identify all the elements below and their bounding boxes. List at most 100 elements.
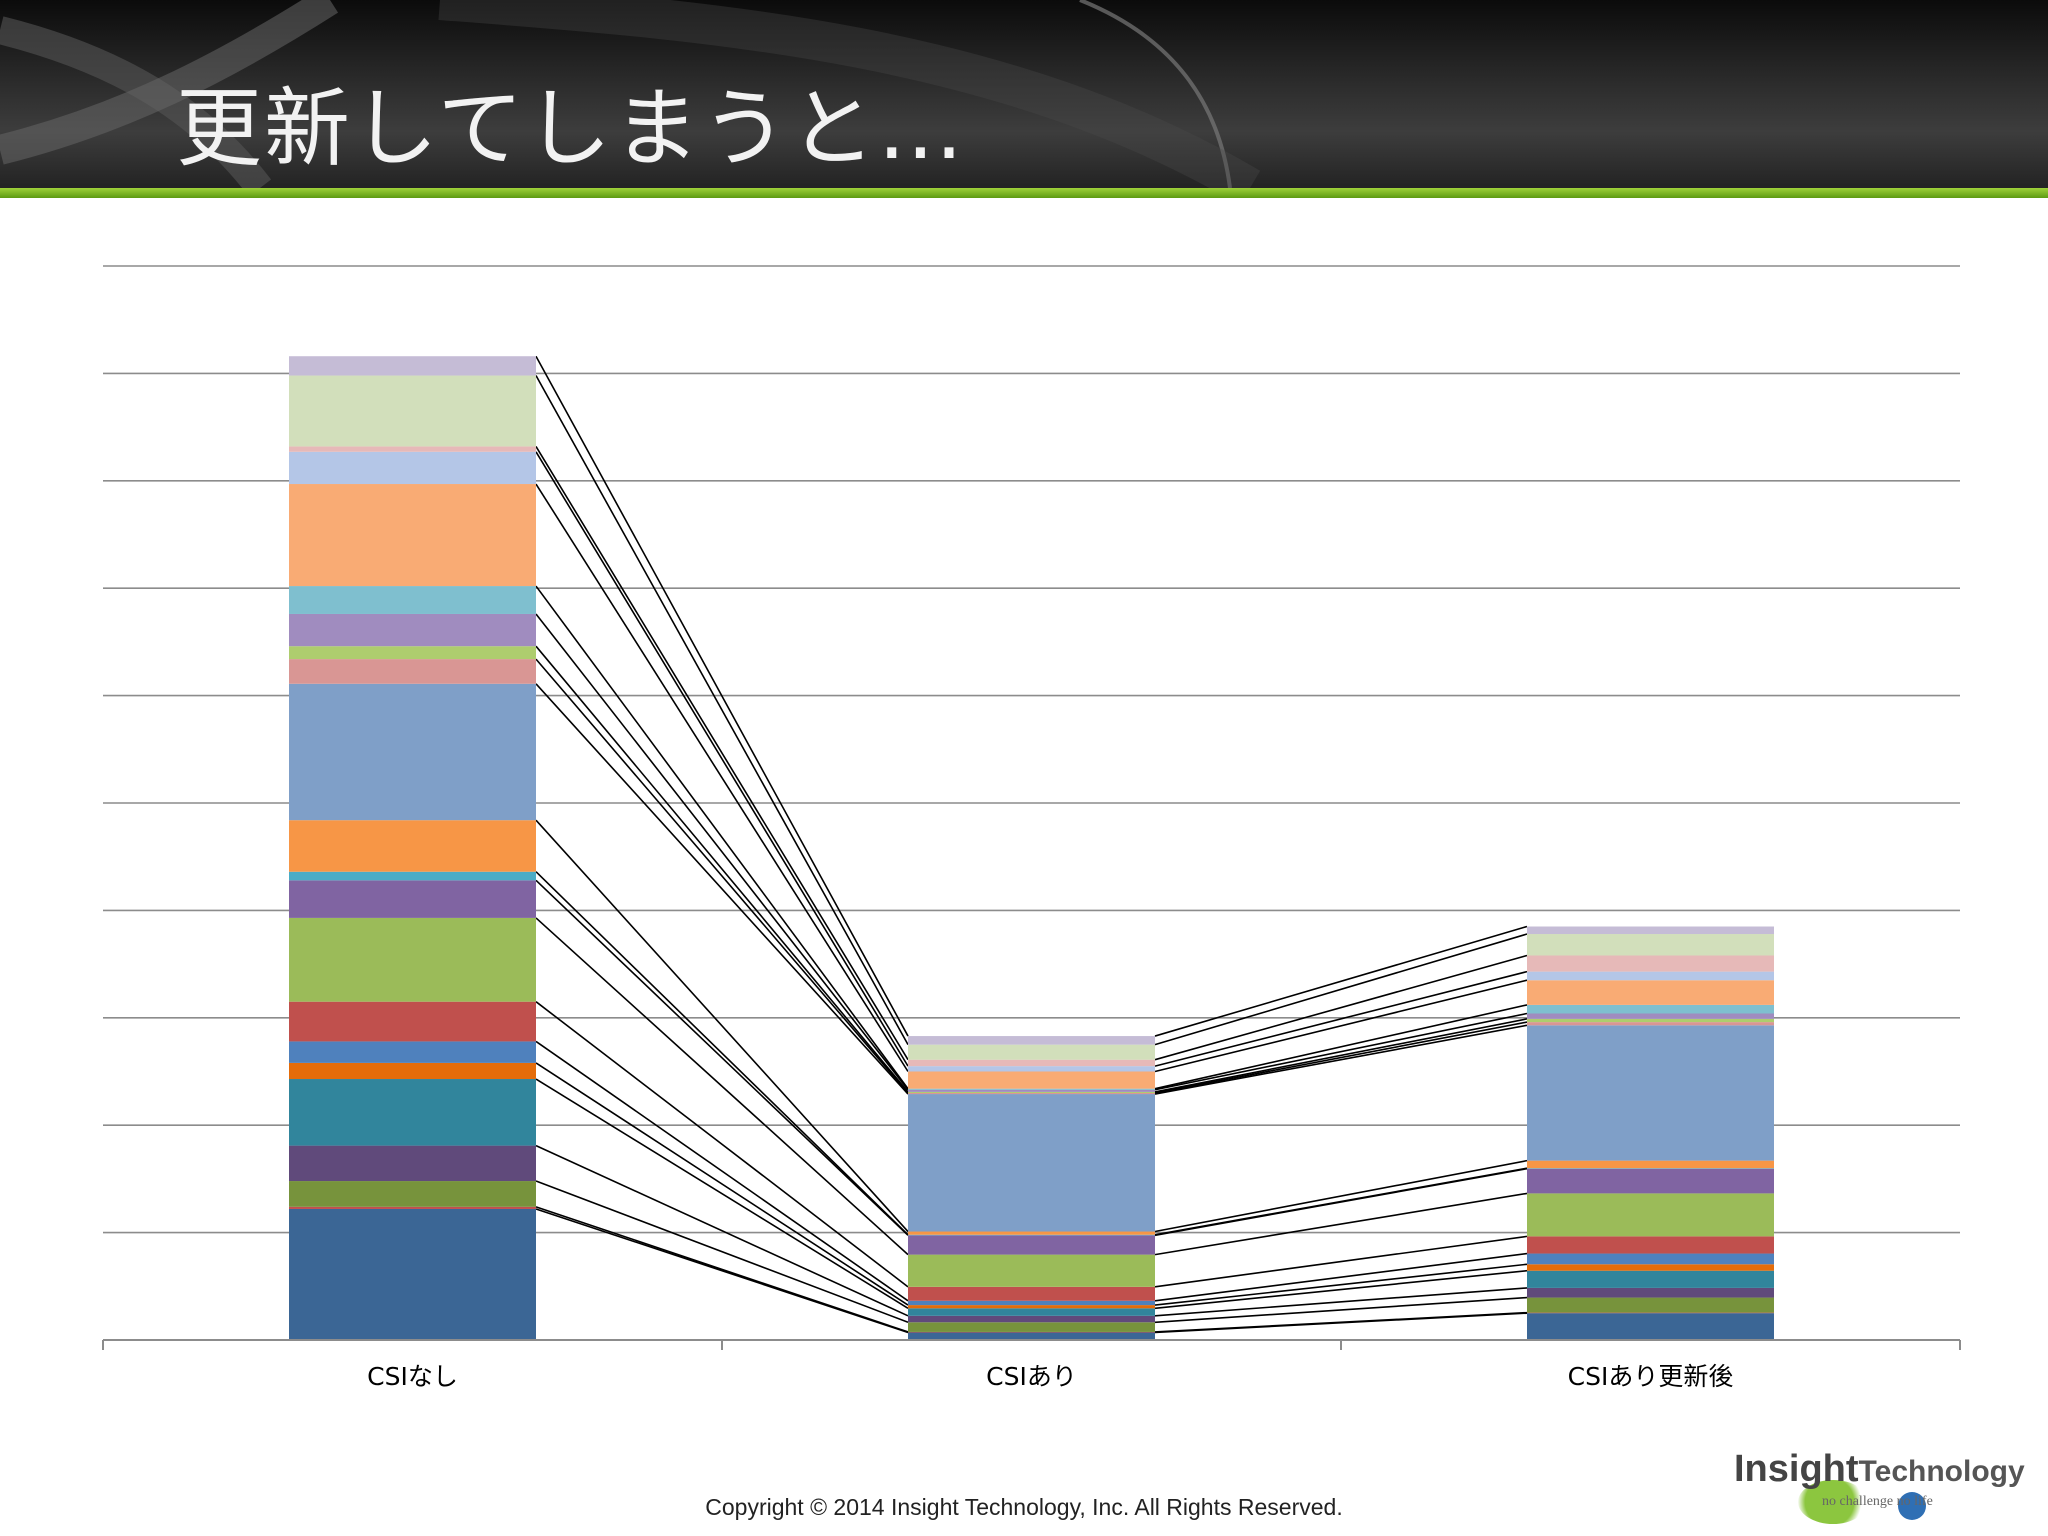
bar-segment-2-1 [1527,1312,1774,1314]
bar-segment-0-2 [289,1181,536,1207]
bar-segment-2-16 [1527,1004,1774,1014]
bar-segment-1-13 [908,1092,1155,1095]
company-logo: InsightTechnology no challenge no life [1728,1440,2028,1524]
bar-segment-0-16 [289,586,536,614]
series-line-15-1 [1154,1012,1528,1091]
series-line-19-1 [1154,954,1528,1061]
bar-segment-0-17 [289,484,536,587]
series-line-13-1 [1154,1021,1528,1094]
series-line-6-0 [535,1040,909,1302]
slide-title: 更新してしまうと… [176,79,966,179]
bar-segment-2-14 [1527,1018,1774,1023]
bar-segment-2-21 [1527,926,1774,935]
logo-main-text: Insight [1734,1448,1859,1490]
bar-segment-1-21 [908,1036,1155,1045]
series-line-19-0 [535,446,909,1061]
series-line-10-1 [1154,1167,1528,1236]
bar-segment-1-12 [908,1094,1155,1232]
bar-segment-1-19 [908,1059,1155,1067]
series-line-7-0 [535,1001,909,1288]
series-line-7-1 [1154,1235,1528,1288]
bar-segment-0-18 [289,451,536,485]
series-line-4-1 [1154,1269,1528,1310]
bar-segment-1-9 [908,1235,1155,1255]
bar-segment-1-10 [908,1234,1155,1236]
bar-segment-2-12 [1527,1025,1774,1161]
bar-segment-2-3 [1527,1287,1774,1298]
bar-segment-2-9 [1527,1168,1774,1194]
bar-segment-1-15 [908,1089,1155,1092]
bar-segment-1-2 [908,1322,1155,1332]
bar-segment-0-9 [289,880,536,918]
slide-header: 更新してしまうと… [0,0,2048,188]
header-accent-rule [0,188,2048,198]
series-line-8-0 [535,917,909,1256]
series-line-21-0 [535,355,909,1037]
bar-segment-0-7 [289,1001,536,1042]
bar-segment-0-3 [289,1145,536,1182]
bar-segment-0-19 [289,446,536,452]
series-line-17-1 [1154,979,1528,1073]
x-axis [102,1339,1961,1350]
logo-sub-text: Technology [1858,1455,2025,1488]
x-tick-label-2: CSIあり更新後 [1568,1362,1734,1391]
bar-segment-1-7 [908,1286,1155,1301]
bar-segment-0-21 [289,356,536,376]
bar-segment-2-8 [1527,1193,1774,1237]
bar-segment-1-5 [908,1305,1155,1309]
bar-segment-1-14 [908,1091,1155,1093]
bar-segment-2-18 [1527,971,1774,981]
series-line-16-0 [535,585,909,1090]
series-line-11-0 [535,819,909,1233]
bar-segment-2-13 [1527,1022,1774,1026]
logo-wordmark: InsightTechnology [1734,1448,2025,1491]
series-line-14-0 [535,645,909,1093]
bar-segment-2-5 [1527,1264,1774,1271]
series-line-14-1 [1154,1018,1528,1093]
series-line-9-0 [535,879,909,1236]
series-line-1-0 [535,1206,909,1333]
bar-segment-1-0 [908,1332,1155,1340]
copyright-footer: Copyright © 2014 Insight Technology, Inc… [705,1494,1343,1520]
bar-segment-1-20 [908,1044,1155,1060]
header-decoration [0,0,1261,188]
bar-segment-0-5 [289,1062,536,1080]
series-line-17-0 [535,483,909,1072]
bar-segment-2-7 [1527,1236,1774,1254]
series-line-6-1 [1154,1252,1528,1302]
bar-segment-1-11 [908,1231,1155,1235]
x-axis-labels: CSIなし CSIあり CSIあり更新後 [367,1362,1733,1391]
bar-segment-0-0 [289,1208,536,1340]
bar-segment-0-13 [289,659,536,684]
bar-segment-0-15 [289,613,536,647]
bar-segment-0-4 [289,1079,536,1146]
logo-green-splash [1798,1480,1868,1524]
series-line-21-1 [1154,925,1528,1037]
series-line-1-1 [1154,1311,1528,1333]
bar-segment-0-11 [289,820,536,872]
series-line-2-1 [1154,1296,1528,1324]
series-line-11-1 [1154,1159,1528,1233]
series-line-5-1 [1154,1263,1528,1306]
series-connector-lines [535,355,1528,1334]
series-line-3-1 [1154,1287,1528,1317]
bar-segment-2-0 [1527,1313,1774,1340]
series-line-18-1 [1154,970,1528,1067]
bar-segment-0-14 [289,646,536,660]
bar-segment-0-12 [289,683,536,821]
bar-segment-2-19 [1527,955,1774,972]
bar-segment-2-6 [1527,1253,1774,1265]
logo-blue-dot [1898,1492,1926,1520]
series-line-8-1 [1154,1192,1528,1256]
chart-bars [289,356,1774,1340]
series-line-10-0 [535,871,909,1236]
bar-segment-1-17 [908,1071,1155,1089]
bar-segment-1-8 [908,1254,1155,1287]
bar-segment-1-16 [908,1088,1155,1090]
series-line-20-0 [535,375,909,1046]
bar-0 [289,356,536,1340]
bar-segment-1-6 [908,1300,1155,1306]
bar-segment-1-1 [908,1331,1155,1333]
bar-segment-1-4 [908,1308,1155,1316]
